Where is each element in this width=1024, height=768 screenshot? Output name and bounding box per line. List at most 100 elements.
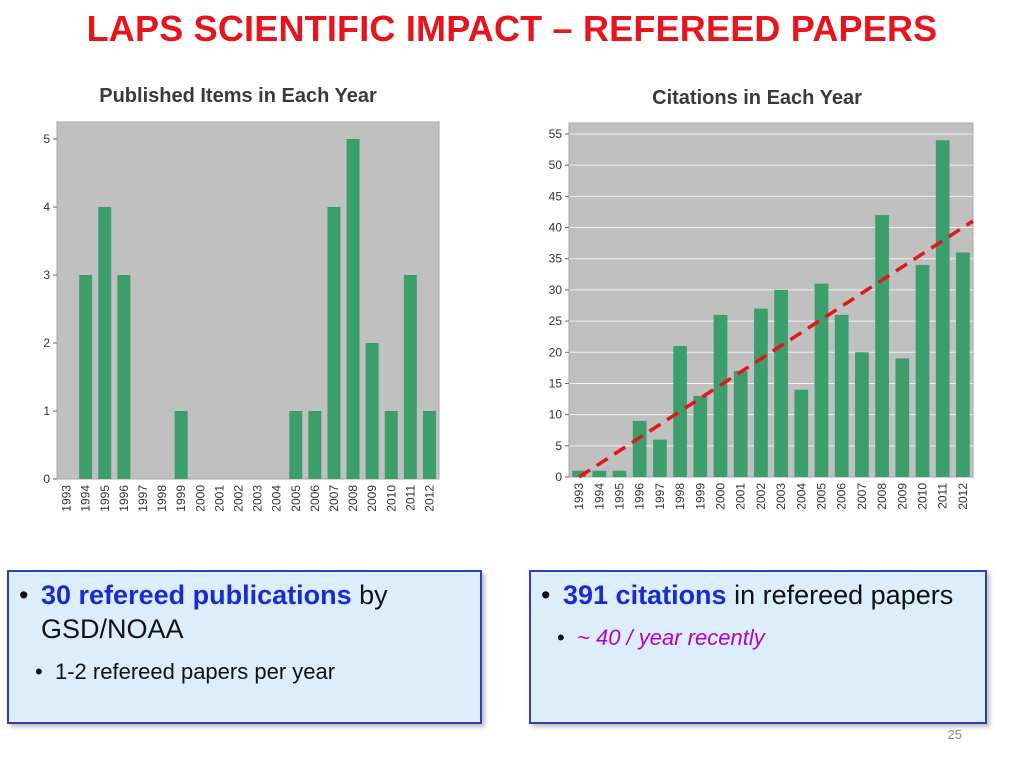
bar-1994 xyxy=(592,470,607,477)
bar-2004 xyxy=(794,389,809,477)
x-tick-label: 2002 xyxy=(754,483,768,510)
x-tick-label: 1999 xyxy=(174,485,188,512)
x-tick-label: 1993 xyxy=(60,485,74,512)
chart-title: Published Items in Each Year xyxy=(99,85,377,107)
x-tick-label: 1997 xyxy=(653,483,667,510)
x-tick-label: 1999 xyxy=(693,483,707,510)
bar-2011 xyxy=(403,275,417,479)
bar-1996 xyxy=(632,420,647,477)
bar-2012 xyxy=(956,252,970,477)
y-tick-label: 55 xyxy=(549,127,563,141)
x-tick-label: 2009 xyxy=(365,485,379,512)
x-tick-label: 2008 xyxy=(875,483,889,510)
bar-2011 xyxy=(935,140,950,477)
y-tick-label: 30 xyxy=(549,283,563,297)
bar-2010 xyxy=(915,264,930,477)
bar-2008 xyxy=(346,139,360,479)
y-tick-label: 0 xyxy=(555,470,562,484)
left-sub-bullet-text: 1-2 refereed papers per year xyxy=(55,659,336,684)
bar-2007 xyxy=(855,352,869,477)
y-tick-label: 5 xyxy=(43,132,50,146)
x-tick-label: 1996 xyxy=(633,483,647,510)
bar-2010 xyxy=(384,411,398,479)
bar-2002 xyxy=(754,308,768,477)
x-tick-label: 2010 xyxy=(916,483,930,510)
bar-2005 xyxy=(814,283,829,477)
bar-2008 xyxy=(875,215,889,477)
y-tick-label: 2 xyxy=(43,336,50,350)
x-tick-label: 2007 xyxy=(855,483,869,510)
y-tick-label: 5 xyxy=(555,439,562,453)
x-tick-label: 1997 xyxy=(136,485,150,512)
bar-1995 xyxy=(98,207,112,479)
x-tick-label: 2001 xyxy=(734,483,748,510)
refereed-publications-count: 30 refereed publications xyxy=(41,580,352,610)
y-tick-label: 45 xyxy=(549,189,563,203)
y-tick-label: 50 xyxy=(549,158,563,172)
x-tick-label: 1995 xyxy=(613,483,627,510)
bar-1998 xyxy=(673,346,687,477)
trend-line xyxy=(578,219,974,479)
y-tick-label: 35 xyxy=(549,252,563,266)
x-tick-label: 2005 xyxy=(815,483,829,510)
x-tick-label: 2000 xyxy=(714,483,728,510)
right-sub-bullet: ~ 40 / year recently xyxy=(537,624,977,652)
x-tick-label: 2004 xyxy=(270,485,284,512)
y-tick-label: 4 xyxy=(43,200,50,214)
bar-2000 xyxy=(713,314,728,477)
x-tick-label: 1995 xyxy=(98,485,112,512)
x-tick-label: 2001 xyxy=(212,485,226,512)
x-tick-label: 1996 xyxy=(117,485,131,512)
left-sub-bullet: 1-2 refereed papers per year xyxy=(15,658,472,686)
x-tick-label: 2012 xyxy=(956,483,970,510)
x-tick-label: 1994 xyxy=(592,483,606,510)
x-tick-label: 2011 xyxy=(403,485,417,511)
y-tick-label: 15 xyxy=(549,376,563,390)
chart-title: Citations in Each Year xyxy=(652,87,862,109)
x-tick-label: 1993 xyxy=(572,483,586,510)
right-bullet-rest: in refereed papers xyxy=(726,580,954,610)
bar-1999 xyxy=(174,411,188,479)
x-tick-label: 2003 xyxy=(774,483,788,510)
slide-title: LAPS SCIENTIFIC IMPACT – REFEREED PAPERS xyxy=(86,8,938,49)
x-tick-label: 2012 xyxy=(422,485,436,512)
left-summary-box: 30 refereed publications by GSD/NOAA 1-2… xyxy=(7,570,482,724)
bar-2012 xyxy=(422,411,436,479)
bar-2001 xyxy=(733,370,748,477)
x-tick-label: 1998 xyxy=(673,483,687,510)
x-tick-label: 2004 xyxy=(794,483,808,510)
bar-2006 xyxy=(834,314,849,477)
x-tick-label: 2009 xyxy=(895,483,909,510)
left-main-bullet: 30 refereed publications by GSD/NOAA xyxy=(15,578,472,646)
x-tick-label: 2008 xyxy=(346,485,360,512)
x-tick-label: 2010 xyxy=(384,485,398,512)
y-tick-label: 1 xyxy=(43,404,50,418)
x-tick-label: 2000 xyxy=(193,485,207,512)
x-tick-label: 1998 xyxy=(155,485,169,512)
citations-count: 391 citations xyxy=(563,580,727,610)
x-tick-label: 2007 xyxy=(327,485,341,512)
bar-2006 xyxy=(308,411,322,479)
bar-2005 xyxy=(289,411,303,479)
plot-area xyxy=(568,122,974,478)
bar-1993 xyxy=(572,470,586,477)
x-tick-label: 2005 xyxy=(289,485,303,512)
bar-2003 xyxy=(774,289,788,477)
page-number: 25 xyxy=(947,727,962,742)
bar-2009 xyxy=(895,358,910,477)
bar-1995 xyxy=(612,470,627,477)
bar-1997 xyxy=(653,439,667,477)
bar-1996 xyxy=(117,275,131,479)
x-tick-label: 2002 xyxy=(231,485,245,512)
x-tick-label: 1994 xyxy=(79,485,93,512)
bar-2009 xyxy=(365,343,379,479)
bar-2007 xyxy=(327,207,341,479)
x-tick-label: 2006 xyxy=(308,485,322,512)
x-tick-label: 2003 xyxy=(251,485,265,512)
right-summary-box: 391 citations in refereed papers ~ 40 / … xyxy=(529,570,987,724)
bar-1994 xyxy=(79,275,93,479)
y-tick-label: 3 xyxy=(43,268,50,282)
bar-1999 xyxy=(693,395,708,477)
